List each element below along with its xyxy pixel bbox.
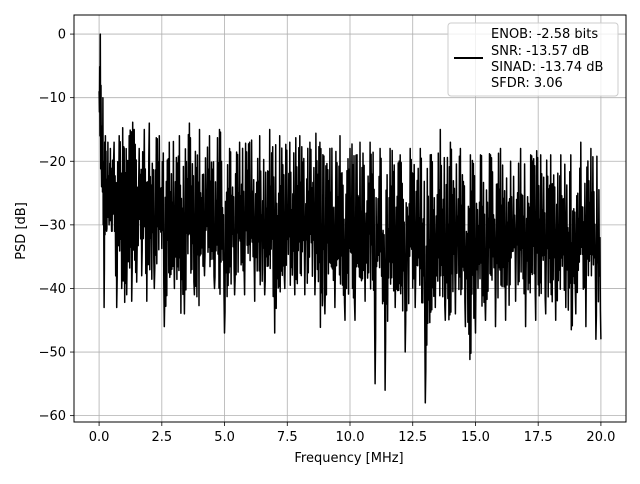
y-tick-label: −50 [39,346,66,361]
legend-box [447,22,619,97]
ticks: 0.0 2.5 5.0 7.5 10.0 12.5 15.0 17.5 20.0 0 −10 −20 −… [39,28,616,445]
series-layer [98,33,602,404]
legend-sinad: SINAD: -13.74 dB [491,60,603,75]
legend-enob: ENOB: -2.58 bits [491,27,598,42]
x-axis-label: Frequency [MHz] [294,451,403,466]
legend-snr: SNR: -13.57 dB [491,44,589,59]
y-tick-label: −30 [39,218,66,233]
x-tick-label: 2.5 [151,430,172,445]
y-axis-label: PSD [dB] [14,202,29,260]
y-tick-label: −10 [39,91,66,106]
y-tick-label: −40 [39,282,66,297]
x-tick-label: 17.5 [524,430,553,445]
y-tick-label: −60 [39,409,66,424]
y-tick-label: 0 [58,28,66,43]
legend-sfdr: SFDR: 3.06 [491,76,563,91]
x-tick-label: 0.0 [89,430,110,445]
x-tick-label: 7.5 [277,430,298,445]
x-tick-label: 12.5 [398,430,427,445]
x-tick-label: 20.0 [586,430,615,445]
x-tick-label: 10.0 [336,430,365,445]
y-tick-label: −20 [39,155,66,170]
psd-series-line [98,33,602,404]
legend: ENOB: -2.58 bits SNR: -13.57 dB SINAD: -… [447,22,619,97]
x-tick-label: 15.0 [461,430,490,445]
x-tick-label: 5.0 [214,430,235,445]
